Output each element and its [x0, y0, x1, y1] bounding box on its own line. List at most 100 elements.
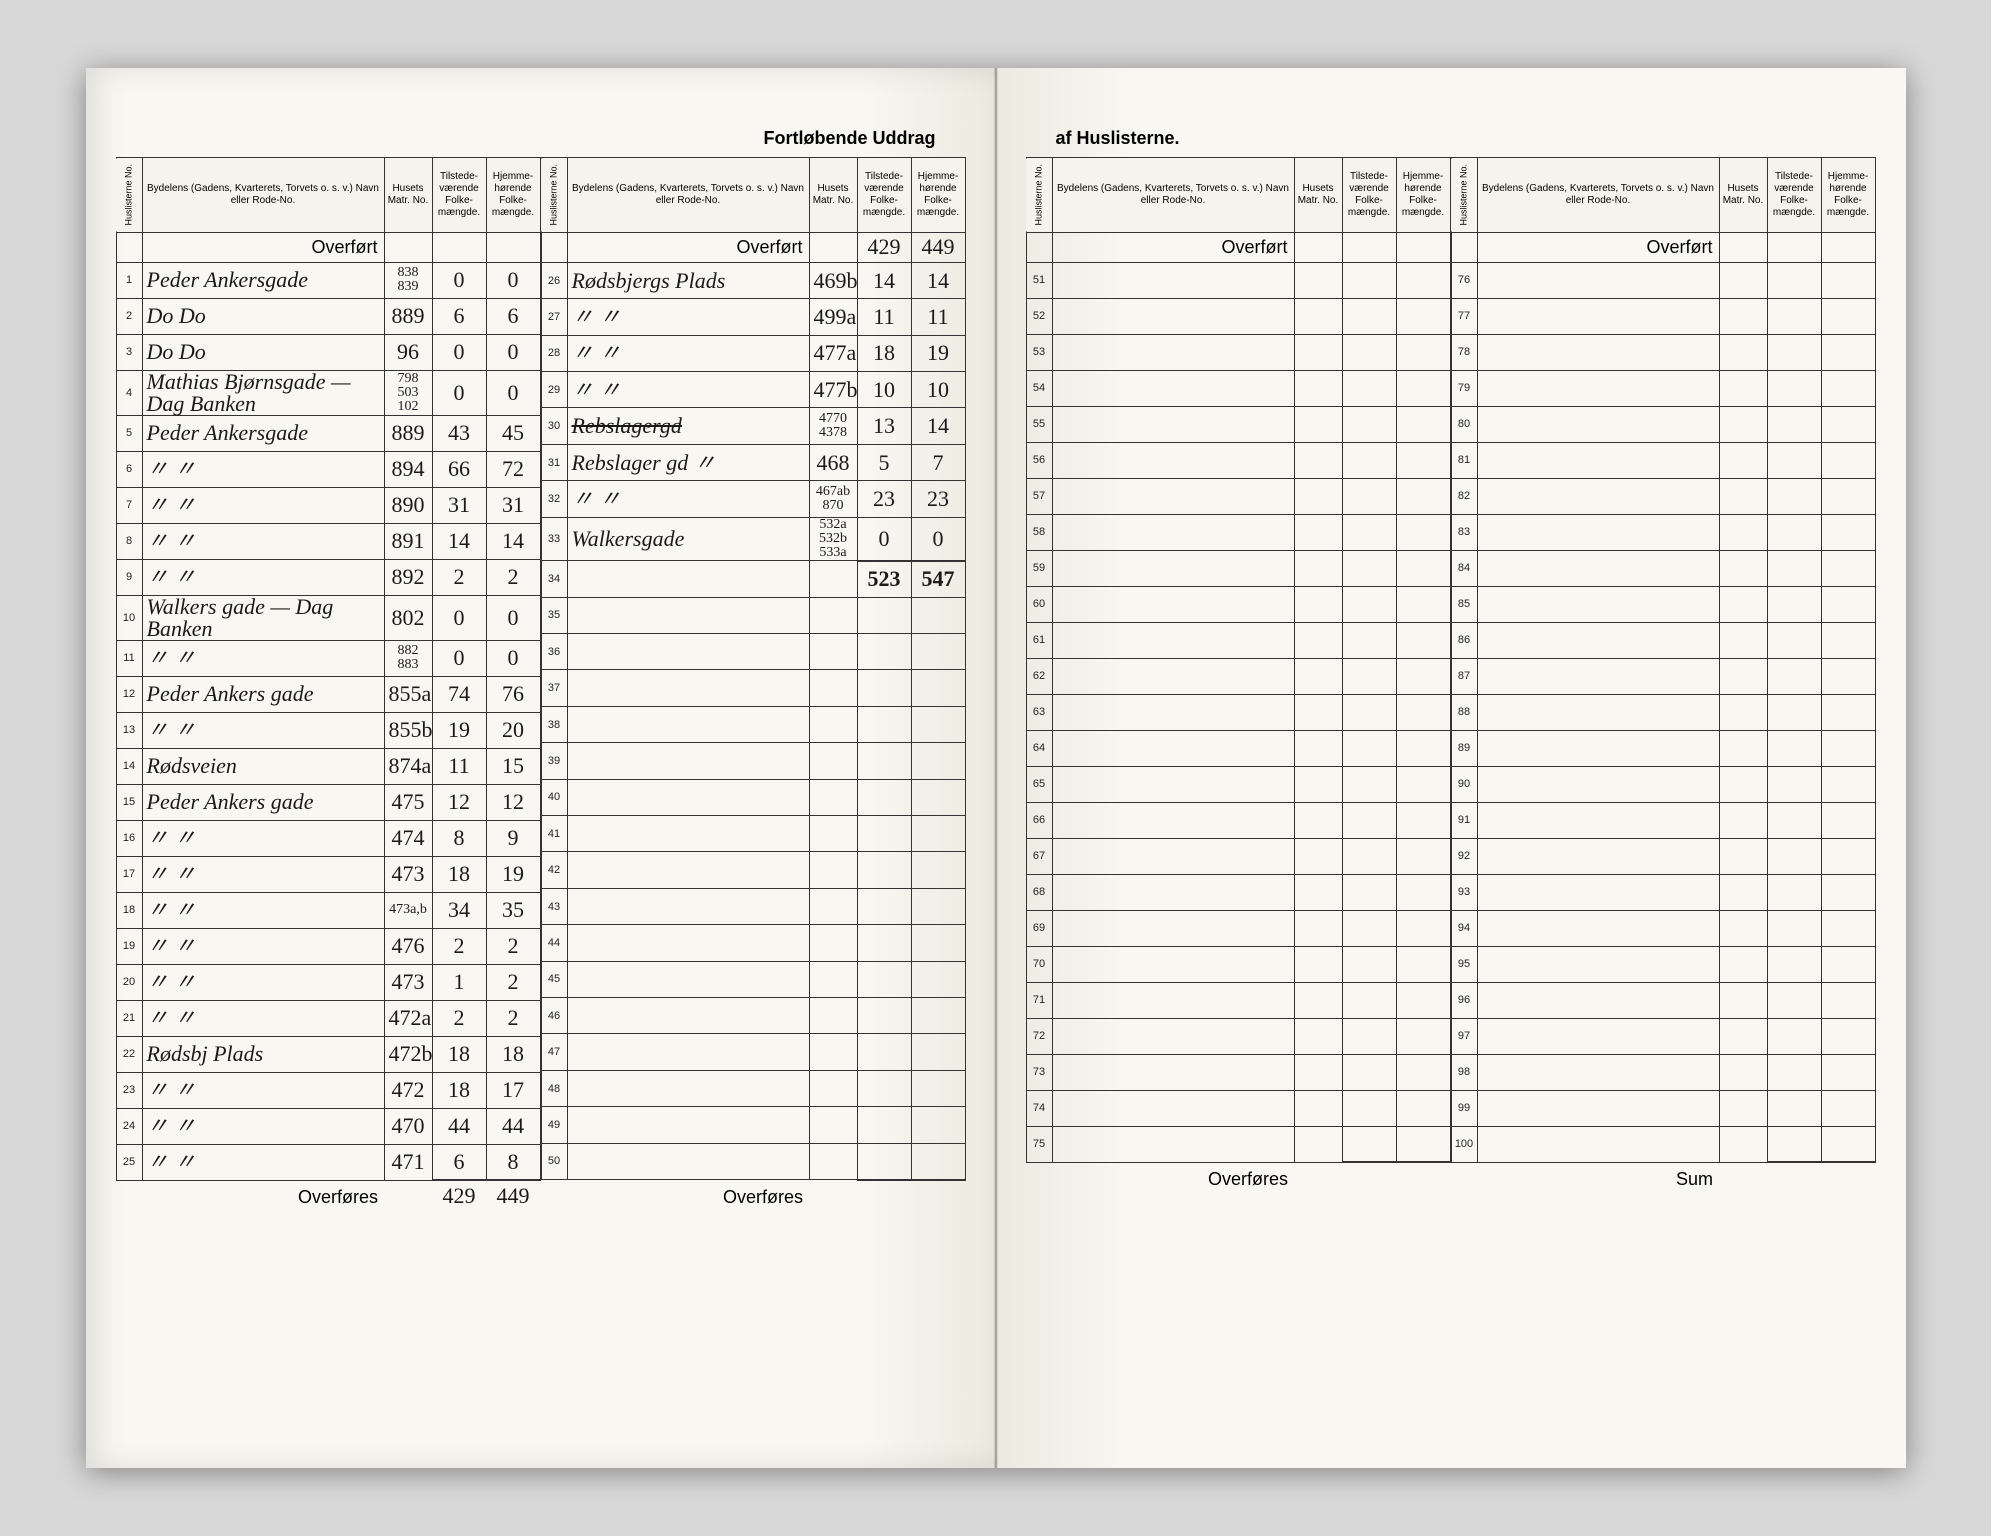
- row-matr: [1719, 1018, 1767, 1054]
- page-title-right: af Huslisterne.: [1026, 128, 1876, 149]
- overfores-label: Sum: [1477, 1162, 1719, 1192]
- row-number: 65: [1026, 766, 1052, 802]
- row-matr: 477b: [809, 372, 857, 408]
- row-tilst: [857, 779, 911, 815]
- row-matr: 472a: [384, 1000, 432, 1036]
- row-hjem: [1821, 730, 1875, 766]
- row-matr: [1294, 766, 1342, 802]
- row-hjem: [911, 706, 965, 742]
- row-matr: [1719, 802, 1767, 838]
- row-name: [1477, 874, 1719, 910]
- row-hjem: [911, 743, 965, 779]
- row-tilst: [1342, 730, 1396, 766]
- row-number: 26: [541, 262, 567, 298]
- row-tilst: [1342, 658, 1396, 694]
- table-row: 12Peder Ankers gade855a7476: [116, 676, 540, 712]
- table-row: 61: [1026, 622, 1450, 658]
- row-matr: [1719, 838, 1767, 874]
- row-tilst: [1342, 1126, 1396, 1162]
- overfort-row: Overført429449: [541, 232, 965, 262]
- row-number: 4: [116, 370, 142, 415]
- row-hjem: [911, 816, 965, 852]
- row-matr: 467ab 870: [809, 481, 857, 517]
- overfort-hjem: [1396, 232, 1450, 262]
- row-matr: [1294, 1090, 1342, 1126]
- row-number: 70: [1026, 946, 1052, 982]
- row-number: 3: [116, 334, 142, 370]
- row-name: [567, 1107, 809, 1143]
- row-hjem: [1396, 874, 1450, 910]
- row-hjem: 2: [486, 964, 540, 1000]
- table-row: 3Do Do9600: [116, 334, 540, 370]
- table-row: 8〃 〃8911414: [116, 523, 540, 559]
- row-number: 29: [541, 372, 567, 408]
- row-name: 〃 〃: [142, 928, 384, 964]
- row-number: 27: [541, 299, 567, 335]
- row-number: 42: [541, 852, 567, 888]
- row-tilst: 19: [432, 712, 486, 748]
- row-tilst: [1342, 406, 1396, 442]
- row-number: 35: [541, 597, 567, 633]
- row-matr: [1294, 838, 1342, 874]
- row-hjem: 18: [486, 1036, 540, 1072]
- row-name: [1052, 298, 1294, 334]
- row-number: 73: [1026, 1054, 1052, 1090]
- overfores-row: Overføres: [1026, 1162, 1450, 1192]
- row-hjem: [1396, 1018, 1450, 1054]
- row-name: [1052, 1054, 1294, 1090]
- row-matr: [1719, 550, 1767, 586]
- row-matr: [1719, 622, 1767, 658]
- row-hjem: [1821, 658, 1875, 694]
- row-tilst: [1342, 262, 1396, 298]
- table-row: 65: [1026, 766, 1450, 802]
- row-number: 19: [116, 928, 142, 964]
- ledger-book: Fortløbende Uddrag Huslisterne No. Bydel…: [86, 68, 1906, 1468]
- overfort-tilst: 429: [857, 232, 911, 262]
- row-matr: [809, 634, 857, 670]
- row-matr: [1294, 658, 1342, 694]
- row-tilst: 13: [857, 408, 911, 444]
- row-matr: [1719, 262, 1767, 298]
- row-number: 63: [1026, 694, 1052, 730]
- row-matr: [1294, 874, 1342, 910]
- row-hjem: 7: [911, 444, 965, 480]
- row-number: 55: [1026, 406, 1052, 442]
- row-name: [1052, 802, 1294, 838]
- row-hjem: [1821, 802, 1875, 838]
- table-row: 59: [1026, 550, 1450, 586]
- row-hjem: [1396, 838, 1450, 874]
- row-number: 16: [116, 820, 142, 856]
- row-hjem: [911, 779, 965, 815]
- row-name: [1477, 478, 1719, 514]
- col-header-name: Bydelens (Gadens, Kvarterets, Torvets o.…: [1052, 158, 1294, 233]
- row-tilst: [1342, 874, 1396, 910]
- row-name: [567, 670, 809, 706]
- row-matr: [1294, 1018, 1342, 1054]
- overfort-label: Overført: [1052, 232, 1294, 262]
- row-tilst: 14: [857, 262, 911, 298]
- row-hjem: 0: [486, 334, 540, 370]
- row-matr: [1719, 694, 1767, 730]
- row-number: 58: [1026, 514, 1052, 550]
- col-header-tilst: Tilstede-værende Folke-mængde.: [1342, 158, 1396, 233]
- row-tilst: 523: [857, 561, 911, 597]
- row-name: [1477, 802, 1719, 838]
- row-matr: 894: [384, 451, 432, 487]
- row-name: [1052, 478, 1294, 514]
- overfort-hjem: [486, 232, 540, 262]
- col-header-no: Huslisterne No.: [116, 158, 142, 233]
- table-row: 74: [1026, 1090, 1450, 1126]
- row-tilst: [857, 1070, 911, 1106]
- row-matr: [809, 1034, 857, 1070]
- row-number: 47: [541, 1034, 567, 1070]
- row-hjem: [1821, 1126, 1875, 1162]
- row-number: 40: [541, 779, 567, 815]
- overfores-label: Overføres: [142, 1180, 384, 1210]
- row-name: [567, 852, 809, 888]
- row-name: [567, 888, 809, 924]
- table-row: 33Walkersgade532a 532b 533a00: [541, 517, 965, 560]
- row-tilst: 0: [432, 334, 486, 370]
- row-hjem: [1396, 586, 1450, 622]
- row-matr: [809, 925, 857, 961]
- row-hjem: 0: [486, 370, 540, 415]
